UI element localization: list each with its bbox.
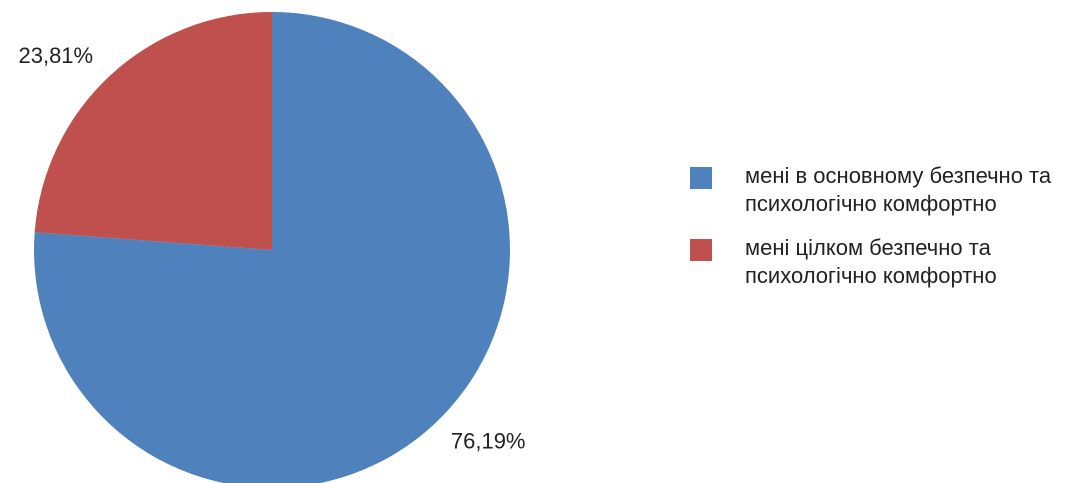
data-label: 76,19% [451,429,526,454]
data-label: 23,81% [18,43,93,68]
pie-slice [34,12,510,483]
legend-label: мені в основному безпечно та психологічн… [745,163,1052,216]
legend-swatch [690,167,712,189]
legend-swatch [690,239,712,261]
legend-label: мені цілком безпечно та психологічно ком… [745,235,997,288]
pie-slice [34,12,272,250]
